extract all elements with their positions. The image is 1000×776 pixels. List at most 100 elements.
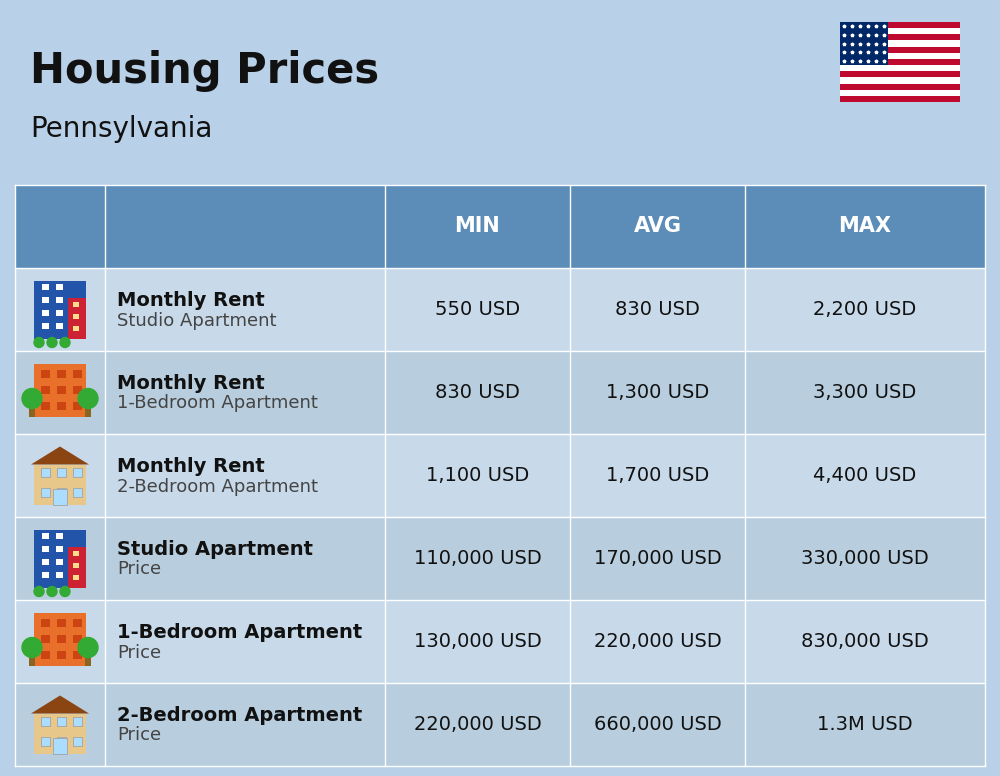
FancyBboxPatch shape <box>57 635 66 643</box>
FancyBboxPatch shape <box>840 40 960 47</box>
Text: 2-Bedroom Apartment: 2-Bedroom Apartment <box>117 477 318 496</box>
FancyBboxPatch shape <box>15 268 985 351</box>
FancyBboxPatch shape <box>73 574 79 580</box>
FancyBboxPatch shape <box>57 650 66 659</box>
Text: Price: Price <box>117 560 161 578</box>
FancyBboxPatch shape <box>840 96 960 102</box>
FancyBboxPatch shape <box>41 386 50 393</box>
FancyBboxPatch shape <box>840 53 960 59</box>
FancyBboxPatch shape <box>53 737 67 753</box>
FancyBboxPatch shape <box>56 546 63 552</box>
FancyBboxPatch shape <box>840 22 888 65</box>
FancyBboxPatch shape <box>42 310 49 316</box>
FancyBboxPatch shape <box>73 314 79 318</box>
FancyBboxPatch shape <box>57 386 66 393</box>
FancyBboxPatch shape <box>56 296 63 303</box>
FancyBboxPatch shape <box>840 34 960 40</box>
FancyBboxPatch shape <box>53 489 67 504</box>
FancyBboxPatch shape <box>840 22 960 102</box>
Text: MIN: MIN <box>455 217 500 237</box>
FancyBboxPatch shape <box>29 653 35 666</box>
Text: 2,200 USD: 2,200 USD <box>813 300 917 319</box>
Text: 220,000 USD: 220,000 USD <box>594 632 721 651</box>
Text: Housing Prices: Housing Prices <box>30 50 379 92</box>
FancyBboxPatch shape <box>85 653 91 666</box>
FancyBboxPatch shape <box>41 716 50 726</box>
Text: 1,700 USD: 1,700 USD <box>606 466 709 485</box>
FancyBboxPatch shape <box>73 386 82 393</box>
FancyBboxPatch shape <box>34 465 86 504</box>
FancyBboxPatch shape <box>41 467 50 476</box>
FancyBboxPatch shape <box>41 635 50 643</box>
FancyBboxPatch shape <box>73 302 79 307</box>
Text: 220,000 USD: 220,000 USD <box>414 715 541 734</box>
Text: 1,100 USD: 1,100 USD <box>426 466 529 485</box>
FancyBboxPatch shape <box>15 434 985 517</box>
FancyBboxPatch shape <box>34 612 86 666</box>
Text: 550 USD: 550 USD <box>435 300 520 319</box>
Text: MAX: MAX <box>838 217 892 237</box>
Text: Studio Apartment: Studio Apartment <box>117 311 276 330</box>
FancyBboxPatch shape <box>57 716 66 726</box>
FancyBboxPatch shape <box>73 563 79 567</box>
FancyBboxPatch shape <box>34 713 86 753</box>
FancyBboxPatch shape <box>42 571 49 577</box>
FancyBboxPatch shape <box>15 600 985 683</box>
Text: Pennsylvania: Pennsylvania <box>30 115 212 143</box>
FancyBboxPatch shape <box>840 47 960 53</box>
Text: 130,000 USD: 130,000 USD <box>414 632 541 651</box>
FancyBboxPatch shape <box>57 736 66 746</box>
Circle shape <box>78 638 98 657</box>
Circle shape <box>47 338 57 348</box>
Text: 830 USD: 830 USD <box>435 383 520 402</box>
FancyBboxPatch shape <box>57 401 66 410</box>
Circle shape <box>60 338 70 348</box>
FancyBboxPatch shape <box>57 369 66 377</box>
FancyBboxPatch shape <box>42 296 49 303</box>
FancyBboxPatch shape <box>56 283 63 289</box>
FancyBboxPatch shape <box>840 84 960 90</box>
FancyBboxPatch shape <box>840 78 960 84</box>
Text: Monthly Rent: Monthly Rent <box>117 374 265 393</box>
FancyBboxPatch shape <box>840 59 960 65</box>
Text: 830,000 USD: 830,000 USD <box>801 632 929 651</box>
FancyBboxPatch shape <box>15 185 985 268</box>
FancyBboxPatch shape <box>73 650 82 659</box>
FancyBboxPatch shape <box>56 532 63 539</box>
FancyBboxPatch shape <box>73 369 82 377</box>
FancyBboxPatch shape <box>57 487 66 497</box>
Polygon shape <box>31 446 89 465</box>
Text: 110,000 USD: 110,000 USD <box>414 549 541 568</box>
FancyBboxPatch shape <box>73 550 79 556</box>
FancyBboxPatch shape <box>42 546 49 552</box>
FancyBboxPatch shape <box>73 467 82 476</box>
FancyBboxPatch shape <box>73 716 82 726</box>
FancyBboxPatch shape <box>41 736 50 746</box>
Text: 1.3M USD: 1.3M USD <box>817 715 913 734</box>
FancyBboxPatch shape <box>41 487 50 497</box>
Text: 2-Bedroom Apartment: 2-Bedroom Apartment <box>117 706 362 725</box>
Text: 1-Bedroom Apartment: 1-Bedroom Apartment <box>117 394 318 413</box>
Circle shape <box>34 587 44 597</box>
FancyBboxPatch shape <box>56 323 63 328</box>
FancyBboxPatch shape <box>34 363 86 417</box>
Text: 830 USD: 830 USD <box>615 300 700 319</box>
Text: 4,400 USD: 4,400 USD <box>813 466 917 485</box>
FancyBboxPatch shape <box>41 369 50 377</box>
FancyBboxPatch shape <box>56 310 63 316</box>
FancyBboxPatch shape <box>73 401 82 410</box>
FancyBboxPatch shape <box>73 487 82 497</box>
FancyBboxPatch shape <box>840 28 960 34</box>
FancyBboxPatch shape <box>41 618 50 626</box>
FancyBboxPatch shape <box>85 404 91 417</box>
FancyBboxPatch shape <box>42 283 49 289</box>
Text: Monthly Rent: Monthly Rent <box>117 457 265 476</box>
Text: 1,300 USD: 1,300 USD <box>606 383 709 402</box>
FancyBboxPatch shape <box>41 401 50 410</box>
Text: Monthly Rent: Monthly Rent <box>117 291 265 310</box>
Text: AVG: AVG <box>634 217 682 237</box>
FancyBboxPatch shape <box>73 618 82 626</box>
FancyBboxPatch shape <box>68 298 86 338</box>
FancyBboxPatch shape <box>42 532 49 539</box>
FancyBboxPatch shape <box>56 571 63 577</box>
